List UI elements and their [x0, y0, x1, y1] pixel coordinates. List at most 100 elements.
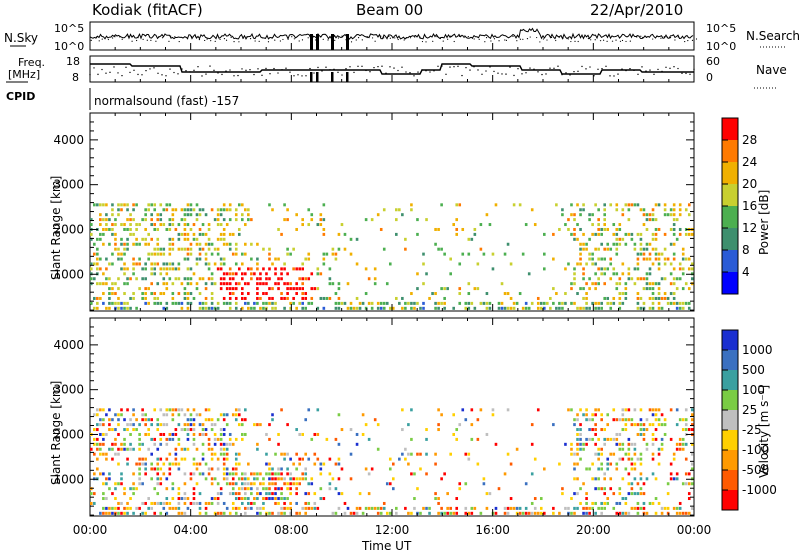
range-time-cell: [401, 213, 404, 217]
range-time-cell: [651, 282, 655, 286]
range-time-cell: [485, 213, 489, 217]
range-time-cell: [120, 252, 123, 256]
nave-dot: [509, 66, 511, 68]
range-time-cell: [633, 442, 637, 446]
range-time-cell: [657, 462, 661, 466]
range-time-cell: [527, 306, 531, 310]
nave-dot: [613, 75, 615, 77]
range-time-cell: [633, 247, 637, 251]
nsearch-dot: [219, 38, 221, 40]
range-time-cell: [168, 227, 172, 231]
power-data: [90, 203, 694, 310]
nave-dot: [441, 65, 443, 67]
range-time-cell: [654, 282, 658, 286]
range-time-cell: [234, 301, 238, 305]
range-time-cell: [627, 277, 631, 281]
range-time-cell: [183, 482, 187, 486]
range-time-cell: [183, 223, 187, 227]
range-time-cell: [129, 227, 132, 231]
range-time-cell: [159, 203, 163, 207]
range-time-cell: [129, 423, 132, 427]
range-time-cell: [648, 287, 652, 291]
range-time-cell: [250, 242, 253, 246]
range-time-cell: [132, 242, 135, 246]
y-tick-label: 4000: [53, 338, 84, 352]
range-time-cell: [627, 442, 631, 446]
range-time-cell: [639, 306, 643, 310]
nsearch-dot: [150, 39, 152, 41]
nsearch-dot: [121, 38, 123, 40]
range-time-cell: [663, 277, 667, 281]
range-time-cell: [600, 447, 603, 451]
range-time-cell: [588, 218, 591, 222]
colorbar-segment: [722, 162, 738, 185]
nsearch-dot: [287, 38, 289, 40]
range-time-cell: [337, 306, 341, 310]
colorbar-segment: [722, 370, 738, 391]
range-time-cell: [108, 428, 111, 432]
range-time-cell: [259, 272, 262, 276]
nsearch-dot: [238, 41, 240, 43]
range-time-cell: [304, 477, 308, 481]
range-time-cell: [657, 267, 661, 271]
range-time-cell: [219, 447, 223, 451]
range-time-cell: [636, 292, 640, 296]
range-time-cell: [304, 472, 308, 476]
range-time-cell: [177, 223, 181, 227]
nsearch-dot: [555, 39, 557, 42]
range-time-cell: [162, 292, 166, 296]
range-time-cell: [183, 413, 187, 417]
range-time-cell: [624, 511, 628, 515]
range-time-cell: [207, 262, 211, 266]
range-time-cell: [675, 511, 679, 515]
range-time-cell: [216, 511, 220, 515]
range-time-cell: [174, 447, 178, 451]
range-time-cell: [494, 442, 498, 446]
nave-dot: [637, 73, 639, 76]
nave-dot: [109, 71, 111, 74]
range-time-cell: [597, 487, 600, 491]
range-time-cell: [141, 418, 144, 422]
nsearch-dot: [194, 36, 197, 38]
range-time-cell: [370, 218, 374, 222]
range-time-cell: [159, 482, 163, 486]
range-time-cell: [666, 492, 670, 496]
range-time-cell: [150, 477, 153, 481]
range-time-cell: [618, 292, 622, 296]
range-time-cell: [482, 482, 486, 486]
range-time-cell: [222, 301, 226, 305]
range-time-cell: [636, 262, 640, 266]
range-time-cell: [301, 262, 304, 266]
range-time-cell: [684, 472, 688, 476]
range-time-cell: [159, 292, 163, 296]
range-time-cell: [126, 227, 129, 231]
range-time-cell: [262, 247, 265, 251]
range-time-cell: [253, 501, 256, 505]
range-time-cell: [256, 277, 259, 281]
nsearch-dot: [539, 41, 541, 43]
range-time-cell: [582, 306, 585, 310]
range-time-cell: [663, 213, 667, 217]
range-time-cell: [437, 497, 440, 501]
range-time-cell: [588, 418, 591, 422]
range-time-cell: [168, 467, 172, 471]
nave-dot: [261, 74, 263, 77]
range-time-cell: [295, 292, 298, 296]
range-time-cell: [111, 227, 114, 231]
range-time-cell: [307, 257, 311, 261]
range-time-cell: [576, 442, 579, 446]
range-time-cell: [147, 432, 150, 436]
range-time-cell: [621, 292, 625, 296]
range-time-cell: [416, 301, 419, 305]
nsearch-dot: [174, 36, 176, 38]
range-time-cell: [99, 237, 102, 241]
range-time-cell: [204, 462, 208, 466]
range-time-cell: [204, 477, 208, 481]
range-time-cell: [177, 408, 181, 412]
range-time-cell: [138, 223, 141, 227]
range-time-cell: [621, 428, 625, 432]
range-time-cell: [237, 282, 241, 286]
range-time-cell: [111, 442, 114, 446]
range-time-cell: [280, 292, 283, 296]
range-time-cell: [96, 267, 99, 271]
